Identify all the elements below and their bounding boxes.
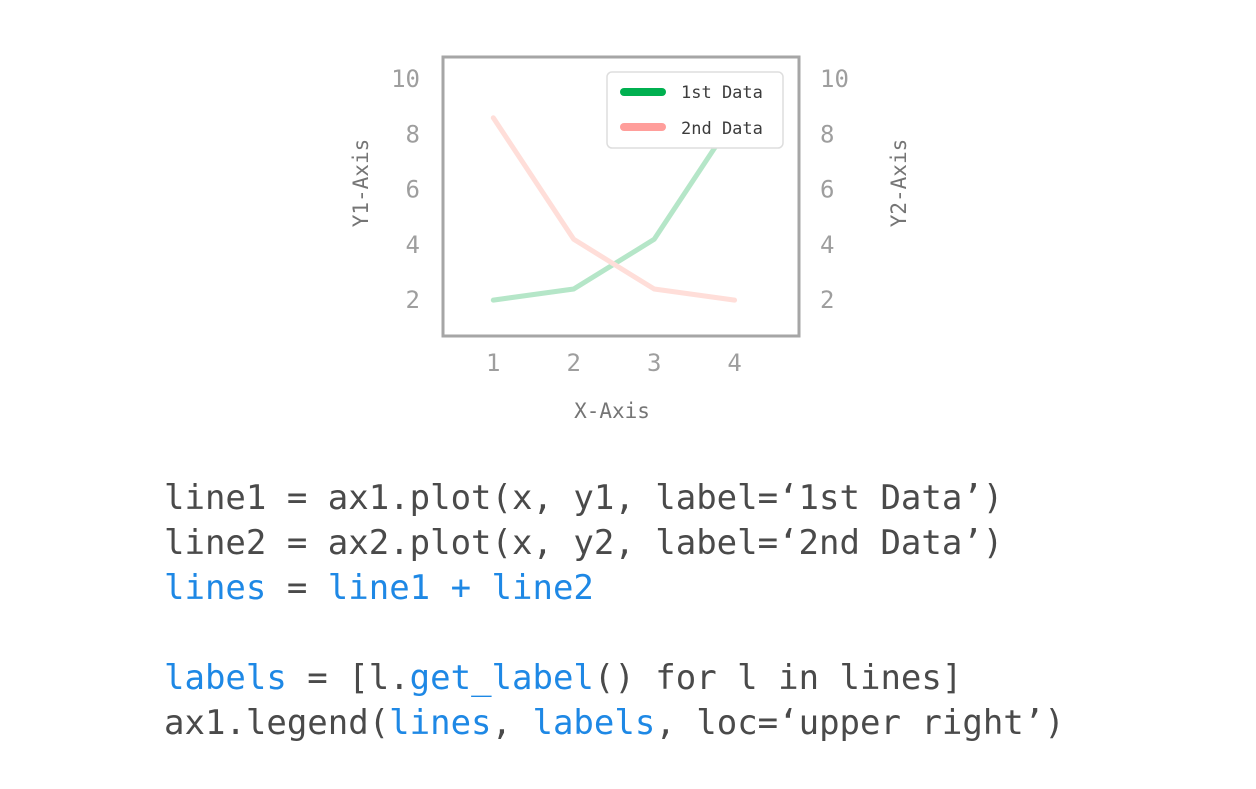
code-token: () for l in lines] [593, 658, 963, 698]
y1-axis-label: Y1-Axis [349, 139, 373, 228]
code-token: , [491, 703, 533, 743]
x-tick-label: 3 [647, 349, 661, 377]
code-token: line1 = ax1.plot(x, y1, label=‘1st Data’… [164, 478, 1004, 518]
code-token-highlight: line1 + line2 [327, 568, 594, 608]
code-token: = [l. [286, 658, 410, 698]
y1-tick-label: 8 [406, 120, 420, 148]
code-token-highlight: labels [532, 703, 656, 743]
y2-tick-label: 8 [820, 120, 834, 148]
x-tick-label: 2 [567, 349, 581, 377]
y1-tick-label: 4 [406, 231, 420, 259]
code-token-highlight: lines [389, 703, 492, 743]
x-axis-label: X-Axis [574, 399, 650, 423]
code-line: line1 = ax1.plot(x, y1, label=‘1st Data’… [164, 476, 1065, 521]
y1-tick-label: 2 [406, 286, 420, 314]
legend-label-2nd-data: 2nd Data [681, 119, 763, 139]
y2-tick-label: 4 [820, 231, 834, 259]
code-token: , loc=‘upper right’) [655, 703, 1065, 743]
code-line: labels = [l.get_label() for l in lines] [164, 656, 1065, 701]
y1-tick-label: 10 [391, 65, 420, 93]
code-token-highlight: labels [164, 658, 287, 698]
code-token-highlight: get_label [409, 658, 594, 698]
y1-tick-label: 6 [406, 176, 420, 204]
code-token: = [266, 568, 328, 608]
legend-label-1st-data: 1st Data [681, 83, 763, 103]
series-layer [490, 115, 738, 303]
code-blank-line [164, 611, 1065, 656]
code-token: ax1.legend( [164, 703, 390, 743]
y2-tick-label: 2 [820, 286, 834, 314]
x-tick-label: 4 [727, 349, 741, 377]
legend: 1st Data 2nd Data [606, 71, 784, 149]
code-line: line2 = ax2.plot(x, y2, label=‘2nd Data’… [164, 521, 1065, 566]
code-line: ax1.legend(lines, labels, loc=‘upper rig… [164, 701, 1065, 746]
ticks-layer: 1 2 3 4 2 4 6 8 10 2 4 6 8 10 [391, 65, 849, 377]
y2-tick-label: 10 [820, 65, 849, 93]
x-tick-label: 1 [486, 349, 500, 377]
y2-axis-label: Y2-Axis [887, 139, 911, 228]
y2-tick-label: 6 [820, 176, 834, 204]
code-token: line2 = ax2.plot(x, y2, label=‘2nd Data’… [164, 523, 1004, 563]
code-line: lines = line1 + line2 [164, 566, 1065, 611]
code-block: line1 = ax1.plot(x, y1, label=‘1st Data’… [164, 476, 1065, 746]
plot-frame [441, 55, 801, 338]
series-line-2 [490, 115, 738, 303]
code-token-highlight: lines [164, 568, 267, 608]
